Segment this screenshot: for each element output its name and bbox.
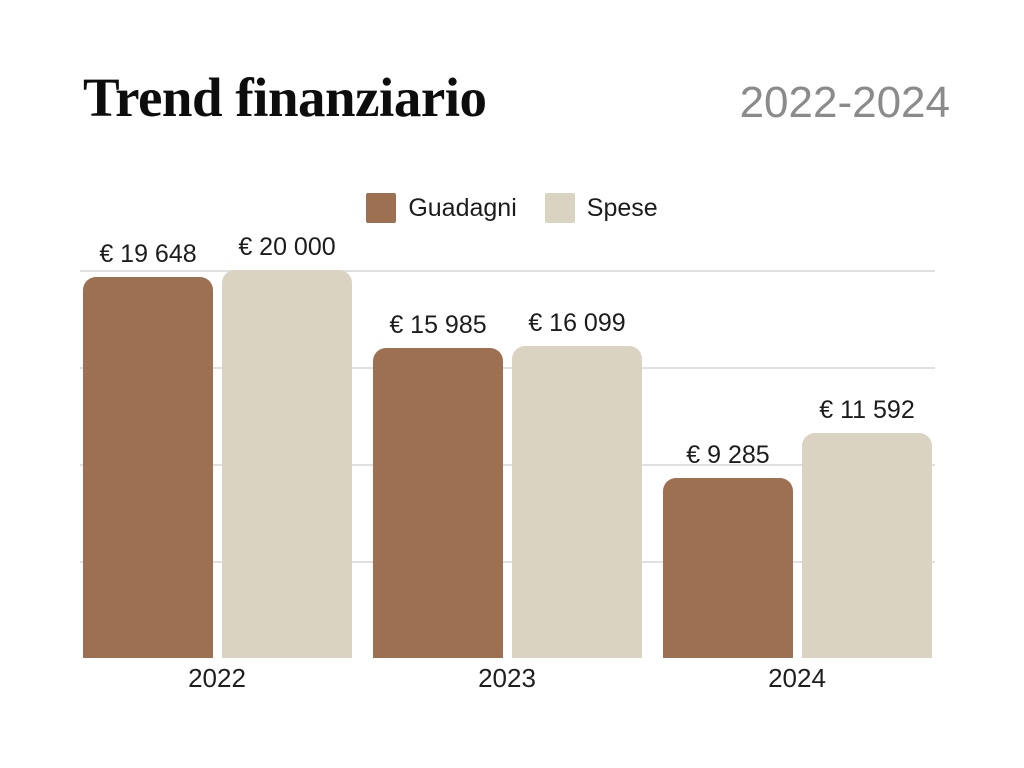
value-label-guadagni-2022: € 19 648 xyxy=(99,239,197,268)
page-title: Trend finanziario xyxy=(83,67,487,128)
x-axis-label-2024: 2024 xyxy=(768,663,826,693)
bar-spese-2022 xyxy=(222,270,352,658)
bar-guadagni-2023 xyxy=(373,347,503,658)
legend-swatch-spese xyxy=(544,193,575,223)
gridline-5000 xyxy=(80,561,935,563)
legend-item-spese: Spese xyxy=(544,193,658,223)
x-axis-label-2022: 2022 xyxy=(188,663,246,693)
gridline-20000 xyxy=(80,270,935,272)
value-label-spese-2024: € 11 592 xyxy=(819,396,915,425)
gridline-10000 xyxy=(80,464,935,466)
plot-area: € 19 648 € 20 000 2022 € 15 985 € 16 099 2023… xyxy=(80,233,935,693)
legend-item-guadagni: Guadagni xyxy=(366,193,517,223)
value-label-guadagni-2024: € 9 285 xyxy=(686,440,770,469)
period-label: 2022-2024 xyxy=(739,78,950,127)
bar-guadagni-2024 xyxy=(663,477,793,658)
value-label-guadagni-2023: € 15 985 xyxy=(389,310,487,339)
value-label-spese-2023: € 16 099 xyxy=(528,308,626,337)
legend-label: Guadagni xyxy=(408,194,517,222)
bar-spese-2024 xyxy=(802,433,932,658)
x-axis-label-2023: 2023 xyxy=(478,663,536,693)
value-label-spese-2022: € 20 000 xyxy=(238,233,336,261)
bar-guadagni-2022 xyxy=(83,276,213,658)
legend-swatch-guadagni xyxy=(366,193,397,223)
legend: Guadagni Spese xyxy=(0,193,1024,223)
legend-label: Spese xyxy=(586,194,658,222)
bar-spese-2023 xyxy=(512,345,642,658)
gridline-15000 xyxy=(80,367,935,369)
